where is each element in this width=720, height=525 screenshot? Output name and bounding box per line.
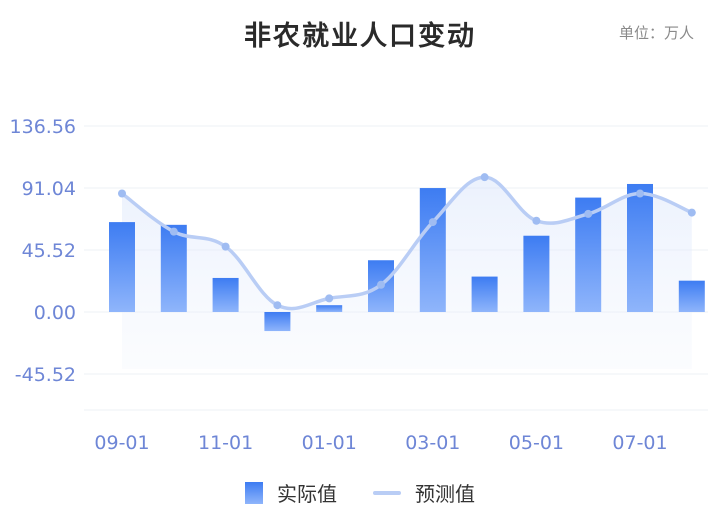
forecast-point <box>687 208 696 217</box>
legend-label-forecast: 预测值 <box>415 482 475 506</box>
bar-actual <box>523 235 550 312</box>
forecast-point <box>480 173 489 182</box>
legend-item-forecast[interactable]: 预测值 <box>373 478 475 507</box>
legend-item-actual[interactable]: 实际值 <box>245 478 337 507</box>
chart-title: 非农就业人口变动 <box>244 21 476 52</box>
bar-actual <box>627 183 653 312</box>
line-swatch-icon <box>373 490 401 495</box>
legend: 实际值 预测值 <box>0 478 720 507</box>
y-tick-label: -45.52 <box>15 364 76 386</box>
y-tick-label: 45.52 <box>22 240 76 262</box>
forecast-point <box>428 218 437 227</box>
x-tick-label: 03-01 <box>405 432 460 454</box>
forecast-point <box>169 227 178 236</box>
bar-actual <box>678 280 705 312</box>
x-tick-label: 05-01 <box>509 432 564 454</box>
y-tick-label: 136.56 <box>10 116 76 138</box>
bar-actual <box>212 277 239 312</box>
bar-actual <box>419 188 446 312</box>
y-tick-label: 91.04 <box>22 178 76 200</box>
bar-actual <box>316 305 343 312</box>
unit-label: 单位：万人 <box>618 24 694 42</box>
legend-label-actual: 实际值 <box>277 482 337 506</box>
bar-swatch-icon <box>245 481 263 504</box>
x-tick-label: 01-01 <box>302 432 357 454</box>
x-tick-label: 11-01 <box>198 432 253 454</box>
chart-area: 136.56 91.04 45.52 0.00 -45.52 09-01 11-01 01-… <box>10 116 708 454</box>
forecast-point <box>221 242 230 251</box>
forecast-point <box>377 280 385 289</box>
forecast-point <box>584 209 593 218</box>
y-tick-label: 0.00 <box>34 302 76 324</box>
bar-actual <box>109 222 135 312</box>
x-tick-label: 07-01 <box>612 432 667 454</box>
forecast-point <box>273 301 282 310</box>
bar-actual <box>160 224 187 312</box>
forecast-point <box>636 189 644 198</box>
bar-actual <box>471 276 498 312</box>
x-tick-label: 09-01 <box>94 432 149 454</box>
forecast-point <box>325 294 334 303</box>
forecast-point <box>532 216 541 225</box>
bar-actual <box>264 312 291 332</box>
forecast-point <box>118 189 126 198</box>
